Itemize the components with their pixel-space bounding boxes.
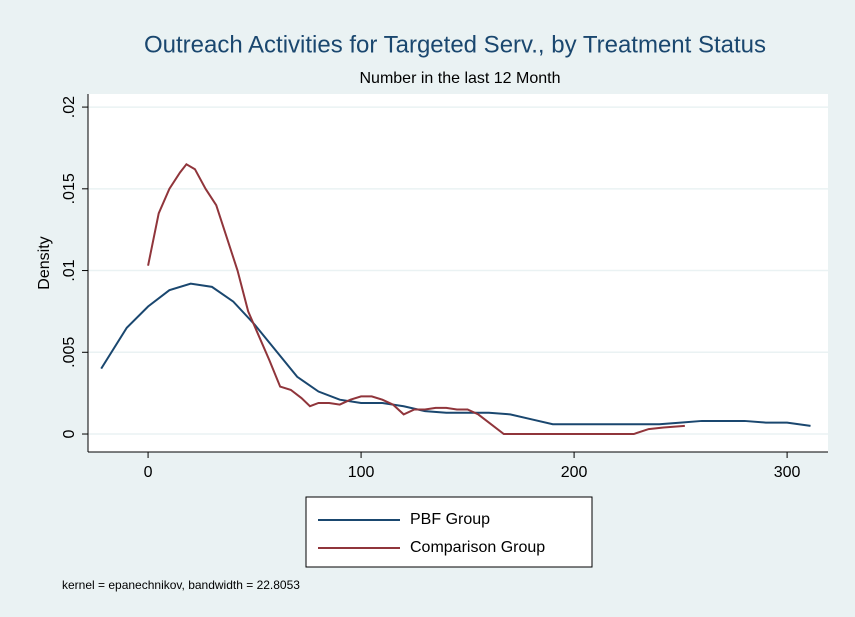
plot-area xyxy=(88,94,828,452)
legend-label: Comparison Group xyxy=(410,539,545,556)
line-series xyxy=(147,162,685,436)
legend-label: PBF Group xyxy=(410,511,490,528)
note: kernel = epanechnikov, bandwidth = 22.80… xyxy=(62,578,300,592)
y-tick-label: 0 xyxy=(61,429,78,438)
y-axis-title: Density xyxy=(36,236,53,289)
line-series xyxy=(100,282,811,427)
chart-title: Outreach Activities for Targeted Serv., … xyxy=(144,31,766,58)
x-tick-label: 0 xyxy=(144,464,153,481)
y-tick-label: .005 xyxy=(61,337,78,368)
y-tick-label: .015 xyxy=(61,173,78,204)
y-tick-label: .01 xyxy=(61,259,78,281)
x-tick-label: 100 xyxy=(348,464,375,481)
x-tick-label: 200 xyxy=(561,464,588,481)
legend xyxy=(305,496,593,568)
x-tick-label: 300 xyxy=(774,464,801,481)
chart-subtitle: Number in the last 12 Month xyxy=(360,70,561,87)
y-tick-label: .02 xyxy=(61,96,78,118)
